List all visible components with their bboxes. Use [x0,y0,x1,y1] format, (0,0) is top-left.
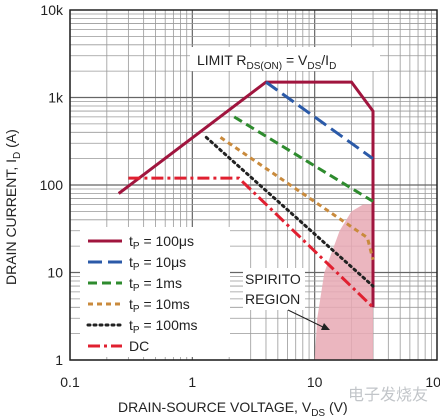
region-label-line1: SPIRITO [245,271,301,287]
x-tick-label: 100 [425,374,440,390]
plot-frame [69,9,438,361]
series-line-4 [204,135,375,288]
y-tick-label: 10 [47,265,63,281]
region-label-line2: REGION [245,291,300,307]
legend-box [80,227,230,357]
spirito-region [314,204,374,360]
legend-label: tP = 100ms [129,317,198,336]
limit-annotation: LIMIT RDS(ON) = VDS/ID [197,52,336,72]
x-tick-label: 10 [307,374,323,390]
y-tick-label: 100 [40,177,64,193]
series-line-0 [117,80,375,308]
legend: tP = 100μs tP = 10μs tP = 1ms tP = 10ms tP =… [86,233,198,354]
limit-annotation-bg [190,47,380,71]
region-label-bg [243,268,305,310]
series-lines [117,80,375,309]
y-tick-label: 1k [48,90,64,106]
y-axis-title: DRAIN CURRENT, ID (A) [3,129,23,285]
legend-label: tP = 10ms [129,296,190,315]
legend-label: tP = 100μs [129,233,194,252]
series-line-5 [128,176,375,309]
watermark: 电子发烧友 [348,385,428,404]
region-arrow-line [287,309,326,329]
region-arrow-head [321,323,330,330]
x-tick-labels: 0.1 1 10 100 [60,374,440,390]
y-tick-label: 1 [55,352,63,368]
spirito-region-shading [314,204,374,360]
legend-label: DC [129,338,149,354]
series-line-1 [265,80,374,160]
x-axis-title: DRAIN-SOURCE VOLTAGE, VDS (V) [118,399,348,418]
legend-label: tP = 10μs [129,254,186,273]
y-tick-labels: 1 10 100 1k 10k [40,2,64,368]
legend-label: tP = 1ms [129,275,182,294]
x-tick-label: 1 [188,374,196,390]
series-line-3 [219,136,375,261]
y-tick-label: 10k [40,2,64,18]
x-tick-label: 0.1 [60,374,80,390]
